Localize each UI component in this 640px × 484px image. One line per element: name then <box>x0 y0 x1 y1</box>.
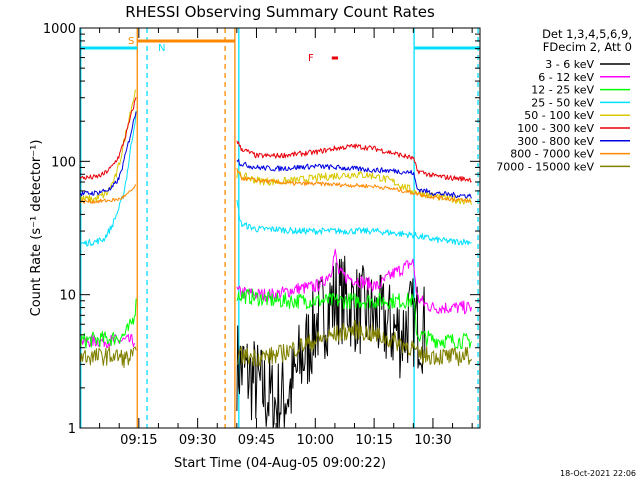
series-line-0-seg-1 <box>236 255 426 429</box>
legend-label-7: 800 - 7000 keV <box>510 148 594 161</box>
series-layer <box>79 89 472 429</box>
flag-label-n: N <box>158 43 165 54</box>
legend-label-8: 7000 - 15000 keV <box>496 160 594 173</box>
series-line-7-seg-1 <box>236 167 472 204</box>
legend-label-0: 3 - 6 keV <box>545 58 594 71</box>
legend-label-4: 50 - 100 keV <box>524 109 594 122</box>
series-line-3-seg-1 <box>236 199 472 246</box>
x-tick-label-4: 10:15 <box>355 433 392 448</box>
flag-label-f: F <box>308 53 314 64</box>
x-tick-label-5: 10:30 <box>414 433 451 448</box>
y-tick-label-2: 100 <box>51 155 76 170</box>
x-tick-label-2: 09:45 <box>238 433 275 448</box>
footer-date: 18-Oct-2021 22:06 <box>560 469 636 478</box>
legend-header-2: FDecim 2, Att 0 <box>543 40 632 54</box>
series-line-6-seg-0 <box>79 111 137 197</box>
plot-border <box>79 27 481 429</box>
series-line-6-seg-1 <box>236 159 472 199</box>
flag-label-s: S <box>128 36 134 47</box>
series-line-1-seg-0 <box>79 333 135 348</box>
series-line-7-seg-0 <box>79 184 137 204</box>
series-line-2-seg-0 <box>79 298 137 349</box>
legend-label-6: 300 - 800 keV <box>517 135 594 148</box>
y-tick-label-1: 10 <box>59 289 76 304</box>
x-tick-label-3: 10:00 <box>297 433 334 448</box>
x-axis-label: Start Time (04-Aug-05 09:00:22) <box>174 456 386 471</box>
series-line-2-seg-1 <box>236 288 472 350</box>
y-axis-label: Count Rate (s⁻¹ detector⁻¹) <box>29 140 44 317</box>
legend-label-3: 25 - 50 keV <box>531 96 594 109</box>
y-tick-label-3: 1000 <box>43 22 76 37</box>
x-tick-label-1: 09:30 <box>179 433 216 448</box>
legend-label-5: 100 - 300 keV <box>517 122 594 135</box>
series-line-8-seg-1 <box>236 319 472 367</box>
chart-title: RHESSI Observing Summary Count Rates <box>125 3 435 21</box>
series-line-5-seg-0 <box>79 97 137 180</box>
series-line-5-seg-1 <box>236 140 472 183</box>
legend-label-2: 12 - 25 keV <box>531 84 594 97</box>
series-line-3-seg-0 <box>79 110 137 247</box>
series-line-1-seg-1 <box>236 248 472 315</box>
legend-label-1: 6 - 12 keV <box>538 71 594 84</box>
axes-frame: 1 10 100 1000 09:15 09:30 09:45 10:00 10:15 10:30 <box>43 22 481 448</box>
x-tick-label-0: 09:15 <box>120 433 157 448</box>
legend-header-1: Det 1,3,4,5,6,9, <box>542 27 632 41</box>
y-tick-label-0: 1 <box>68 422 76 437</box>
series-line-8-seg-0 <box>79 346 137 368</box>
